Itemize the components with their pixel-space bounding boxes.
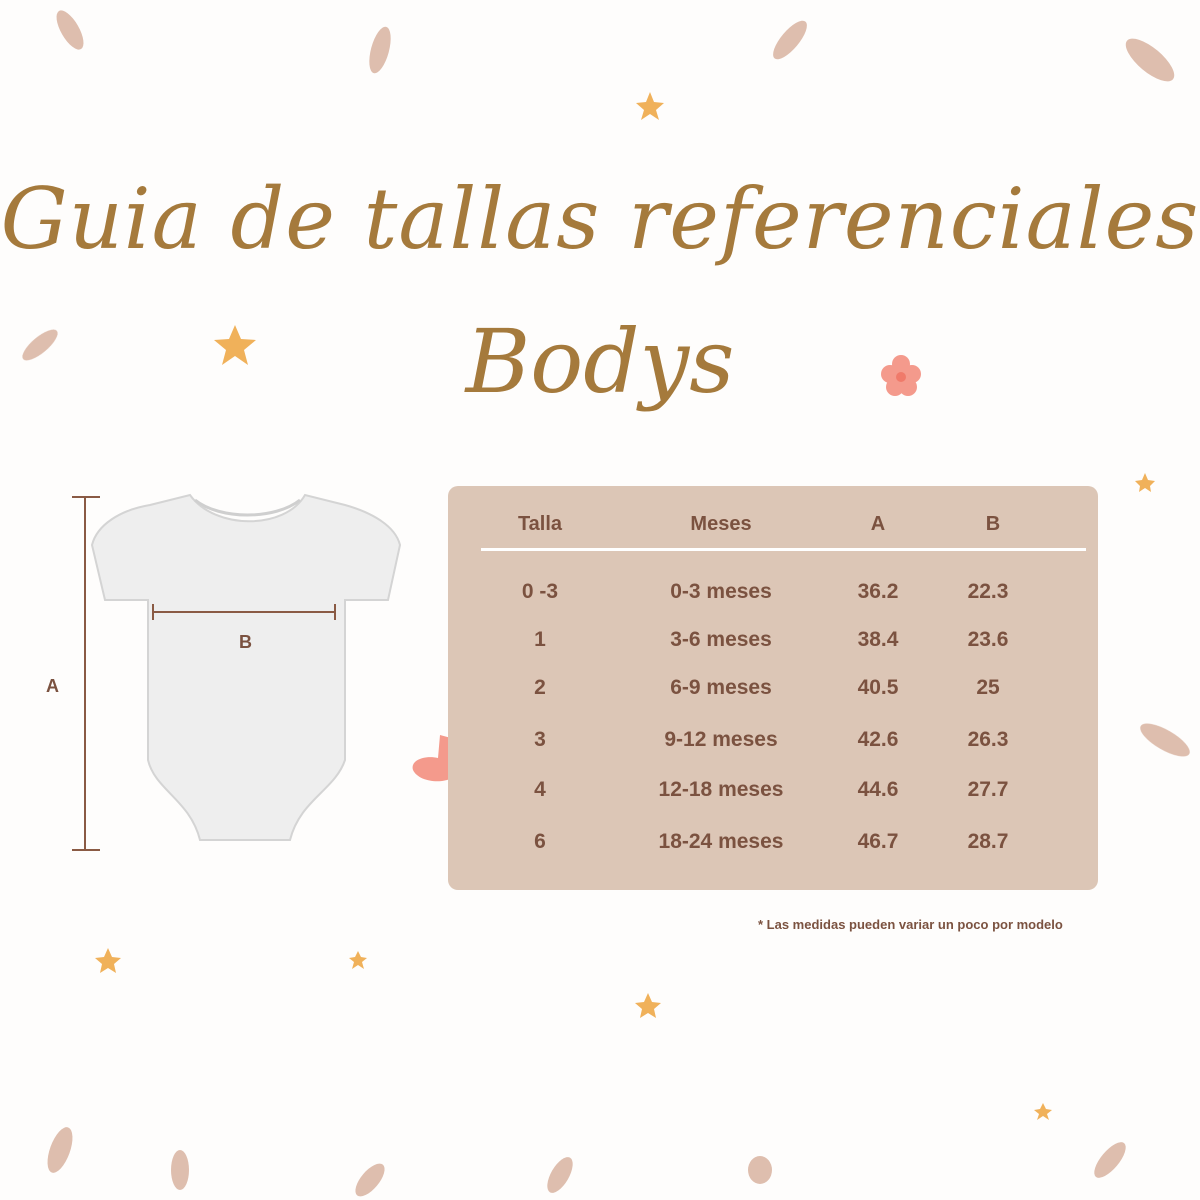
cell-b: 26.3 xyxy=(967,728,1009,751)
cell-meses: 18-24 meses xyxy=(658,830,784,853)
cell-b: 22.3 xyxy=(967,580,1009,603)
cell-meses: 12-18 meses xyxy=(658,778,784,801)
cell-b: 28.7 xyxy=(967,830,1009,853)
leaf-decorations xyxy=(22,10,1190,1197)
dimension-label-b: B xyxy=(239,632,252,652)
footnote: * Las medidas pueden variar un poco por … xyxy=(758,917,1063,932)
cell-meses: 3-6 meses xyxy=(670,628,772,651)
cell-b: 25 xyxy=(976,676,1000,699)
flower-icon xyxy=(881,355,921,396)
size-table: Talla Meses A B 0 -3 0-3 meses 36.2 22.3 1 3-… xyxy=(448,486,1098,890)
header-talla: Talla xyxy=(517,513,563,535)
page-title: Guia de tallas referenciales xyxy=(0,170,1200,268)
cell-talla: 3 xyxy=(534,728,546,751)
header-meses: Meses xyxy=(690,513,752,535)
cell-meses: 6-9 meses xyxy=(670,676,772,699)
header-divider xyxy=(481,548,1086,551)
dimension-line-a xyxy=(72,496,100,851)
cell-meses: 9-12 meses xyxy=(664,728,778,751)
dimension-line-b xyxy=(152,604,336,620)
cell-talla: 1 xyxy=(534,628,546,651)
cell-a: 36.2 xyxy=(857,580,899,603)
bodysuit-illustration xyxy=(90,493,402,841)
cell-a: 46.7 xyxy=(857,830,899,853)
header-a: A xyxy=(870,513,886,535)
star-icons xyxy=(95,92,1155,1120)
cell-b: 27.7 xyxy=(967,778,1009,801)
cell-meses: 0-3 meses xyxy=(670,580,772,603)
cell-talla: 6 xyxy=(534,830,546,853)
cell-talla: 0 -3 xyxy=(521,580,559,603)
cell-b: 23.6 xyxy=(967,628,1009,651)
cell-a: 44.6 xyxy=(857,778,899,801)
cell-a: 40.5 xyxy=(857,676,899,699)
cell-talla: 4 xyxy=(534,778,546,801)
cell-talla: 2 xyxy=(534,676,546,699)
dimension-label-a: A xyxy=(46,676,59,696)
cell-a: 42.6 xyxy=(857,728,899,751)
cell-a: 38.4 xyxy=(857,628,899,651)
header-b: B xyxy=(985,513,1001,535)
page-subtitle: Bodys xyxy=(465,310,735,413)
